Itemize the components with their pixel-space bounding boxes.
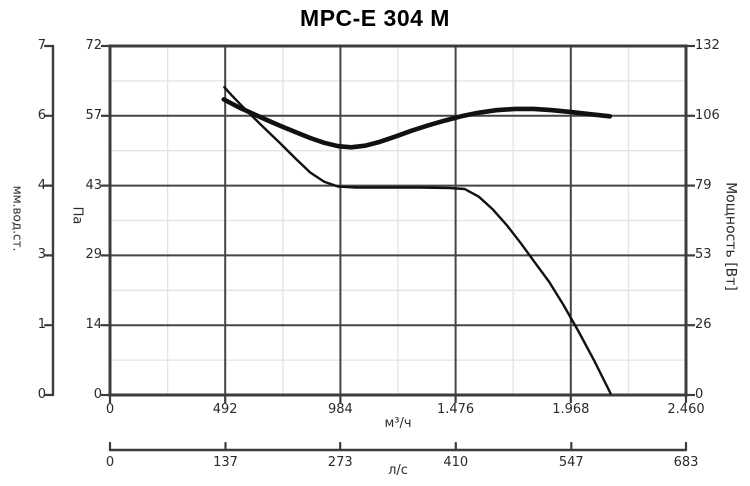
- ls-tick-label: 547: [558, 455, 584, 470]
- pa-tick-label: 72: [85, 38, 102, 53]
- power-tick-label: 0: [695, 387, 704, 402]
- pa-tick-label: 43: [85, 177, 102, 193]
- pa-tick-label: 0: [93, 387, 102, 402]
- power-curve: [221, 97, 613, 150]
- pa-tick-label: 29: [85, 247, 102, 263]
- power-tick-label: 26: [695, 317, 712, 333]
- ls-tick-label: 137: [213, 455, 238, 470]
- m3h-tick-label: 1.476: [436, 402, 475, 417]
- power-tick-label: 132: [695, 38, 720, 53]
- m3h-tick-label: 984: [327, 402, 353, 417]
- ls-axis-label: л/с: [388, 463, 408, 478]
- m3h-tick-label: 0: [105, 402, 115, 417]
- ls-tick-label: 273: [327, 455, 353, 470]
- m3h-tick-label: 2.460: [667, 402, 705, 417]
- pa-axis-label: Па: [69, 206, 85, 225]
- power-tick-label: 53: [695, 247, 712, 263]
- mm-water-axis-label: мм.вод.ст.: [10, 185, 25, 252]
- pressure-curve: [223, 86, 612, 395]
- mm-water-tick-label: 0: [37, 387, 46, 402]
- mm-water-tick-label: 1: [37, 317, 46, 333]
- ls-tick-label: 683: [673, 455, 699, 470]
- mm-water-tick-label: 6: [37, 107, 46, 123]
- mm-water-tick-label: 4: [37, 177, 46, 193]
- pa-tick-label: 57: [85, 107, 102, 123]
- m3h-tick-label: 492: [212, 402, 238, 417]
- ls-tick-label: 410: [443, 455, 469, 470]
- m3h-tick-label: 1.968: [552, 402, 590, 417]
- mm-water-tick-label: 3: [37, 247, 46, 263]
- mm-water-tick-label: 7: [37, 38, 46, 53]
- chart-title: MPC-E 304 M: [300, 5, 450, 31]
- pa-tick-label: 14: [85, 317, 102, 333]
- plot-frame: [108, 44, 688, 397]
- power-tick-label: 106: [695, 107, 720, 123]
- m3h-axis-label: м³/ч: [384, 416, 412, 431]
- power-tick-label: 79: [695, 177, 712, 193]
- ls-tick-label: 0: [105, 455, 115, 470]
